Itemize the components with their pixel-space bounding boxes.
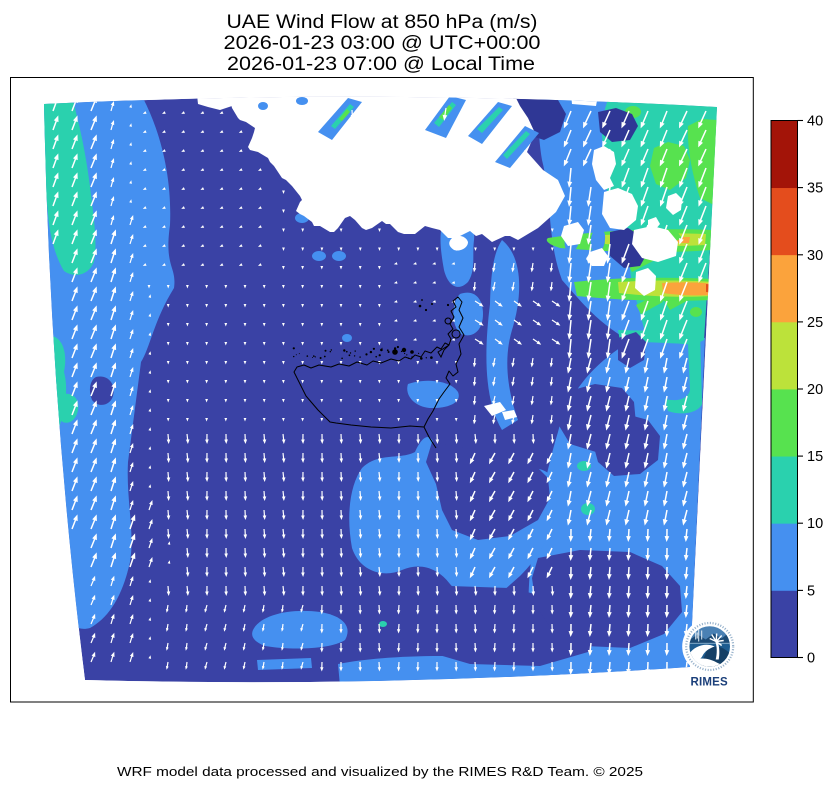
svg-text:2026-01-23 07:00 @ Local Time: 2026-01-23 07:00 @ Local Time	[227, 54, 535, 75]
svg-text:15: 15	[807, 449, 823, 465]
svg-text:20: 20	[807, 382, 823, 398]
svg-text:UAE Wind Flow at 850 hPa (m/s): UAE Wind Flow at 850 hPa (m/s)	[227, 12, 538, 33]
svg-text:40: 40	[807, 114, 823, 130]
svg-text:2026-01-23 03:00 @ UTC+00:00: 2026-01-23 03:00 @ UTC+00:00	[224, 33, 541, 54]
svg-text:RIMES: RIMES	[690, 677, 728, 689]
svg-text:WRF model data processed and v: WRF model data processed and visualized …	[117, 764, 643, 779]
svg-text:5: 5	[807, 583, 815, 599]
svg-text:10: 10	[807, 516, 823, 532]
svg-text:0: 0	[807, 651, 815, 667]
svg-text:30: 30	[807, 248, 823, 264]
svg-text:25: 25	[807, 315, 823, 331]
svg-text:35: 35	[807, 181, 823, 197]
